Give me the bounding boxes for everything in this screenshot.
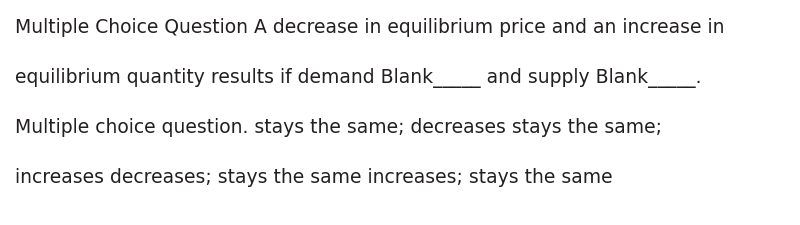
Text: Multiple Choice Question A decrease in equilibrium price and an increase in: Multiple Choice Question A decrease in e… bbox=[15, 18, 725, 37]
Text: increases decreases; stays the same increases; stays the same: increases decreases; stays the same incr… bbox=[15, 167, 613, 186]
Text: equilibrium quantity results if demand Blank_____ and supply Blank_____.: equilibrium quantity results if demand B… bbox=[15, 68, 702, 88]
Text: Multiple choice question. stays the same; decreases stays the same;: Multiple choice question. stays the same… bbox=[15, 117, 662, 136]
